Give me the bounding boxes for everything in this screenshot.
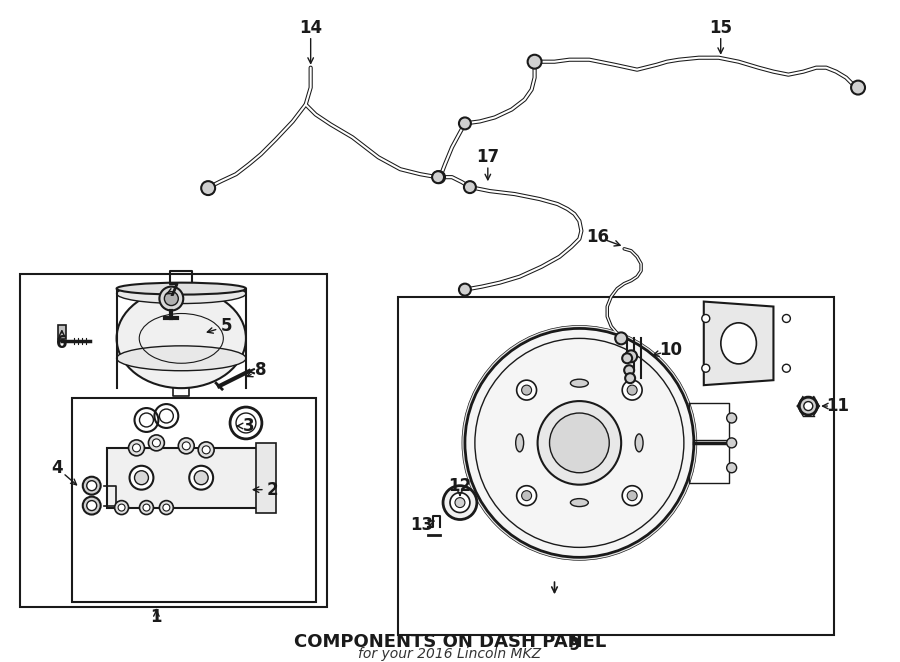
Text: 14: 14 [299, 19, 322, 37]
Circle shape [140, 500, 153, 514]
Circle shape [450, 493, 470, 512]
Circle shape [459, 117, 471, 129]
Circle shape [86, 481, 96, 491]
Circle shape [626, 373, 635, 383]
Bar [58, 326, 66, 340]
Circle shape [622, 354, 632, 363]
Text: 10: 10 [660, 342, 682, 359]
Circle shape [130, 466, 153, 490]
Circle shape [726, 463, 736, 473]
Bar [256, 443, 275, 512]
Circle shape [625, 365, 634, 375]
Bar [72, 398, 316, 602]
Circle shape [726, 413, 736, 423]
Circle shape [132, 444, 140, 452]
Circle shape [432, 171, 444, 183]
Text: 17: 17 [476, 148, 500, 166]
Circle shape [522, 385, 532, 395]
Circle shape [465, 328, 694, 557]
Text: 9: 9 [569, 636, 580, 654]
Circle shape [626, 350, 637, 362]
Circle shape [183, 442, 190, 450]
Circle shape [443, 486, 477, 520]
Text: 1: 1 [150, 608, 162, 626]
Text: 6: 6 [56, 334, 68, 352]
Ellipse shape [571, 498, 589, 506]
Circle shape [83, 477, 101, 495]
Circle shape [129, 440, 145, 456]
Circle shape [804, 402, 813, 410]
Text: 11: 11 [826, 397, 850, 415]
Ellipse shape [117, 283, 246, 295]
Ellipse shape [117, 346, 246, 371]
Circle shape [702, 314, 710, 322]
Circle shape [782, 314, 790, 322]
Circle shape [616, 332, 627, 344]
Circle shape [627, 491, 637, 500]
Circle shape [83, 496, 101, 514]
Circle shape [517, 486, 536, 506]
Text: 16: 16 [586, 228, 608, 246]
Text: 2: 2 [267, 481, 279, 498]
Circle shape [163, 504, 170, 511]
Circle shape [550, 413, 609, 473]
Circle shape [455, 498, 465, 508]
Circle shape [143, 504, 150, 511]
Circle shape [782, 364, 790, 372]
Circle shape [202, 446, 210, 454]
Bar [106, 448, 266, 508]
Circle shape [148, 435, 165, 451]
Text: 15: 15 [709, 19, 733, 37]
Text: 8: 8 [256, 361, 266, 379]
Circle shape [462, 326, 697, 560]
Circle shape [178, 438, 194, 454]
Circle shape [517, 380, 536, 400]
Circle shape [194, 471, 208, 485]
Text: 5: 5 [220, 318, 232, 336]
Text: 12: 12 [448, 477, 472, 495]
Circle shape [134, 471, 148, 485]
Bar [20, 273, 327, 607]
Circle shape [622, 486, 642, 506]
Circle shape [527, 55, 542, 69]
Circle shape [86, 500, 96, 510]
Ellipse shape [117, 283, 246, 304]
Circle shape [118, 504, 125, 511]
Circle shape [799, 397, 817, 415]
Circle shape [537, 401, 621, 485]
Circle shape [202, 181, 215, 195]
Text: for your 2016 Lincoln MKZ: for your 2016 Lincoln MKZ [358, 647, 542, 661]
Ellipse shape [516, 434, 524, 452]
Circle shape [165, 291, 178, 306]
Text: 3: 3 [243, 417, 255, 435]
Circle shape [459, 283, 471, 296]
Bar [398, 297, 834, 635]
Ellipse shape [721, 323, 756, 364]
Ellipse shape [571, 379, 589, 387]
Circle shape [627, 385, 637, 395]
Circle shape [189, 466, 213, 490]
Circle shape [702, 364, 710, 372]
Text: COMPONENTS ON DASH PANEL: COMPONENTS ON DASH PANEL [294, 633, 606, 651]
Circle shape [851, 81, 865, 95]
Circle shape [114, 500, 129, 514]
Circle shape [159, 500, 174, 514]
Text: 7: 7 [167, 281, 179, 300]
Ellipse shape [635, 434, 644, 452]
Circle shape [433, 171, 445, 183]
Text: 13: 13 [410, 516, 434, 534]
Circle shape [726, 438, 736, 448]
Ellipse shape [117, 289, 246, 388]
Text: 4: 4 [51, 459, 63, 477]
Circle shape [159, 287, 184, 310]
Circle shape [522, 491, 532, 500]
Circle shape [152, 439, 160, 447]
Circle shape [464, 181, 476, 193]
Polygon shape [704, 302, 773, 385]
Circle shape [622, 380, 642, 400]
Circle shape [198, 442, 214, 458]
